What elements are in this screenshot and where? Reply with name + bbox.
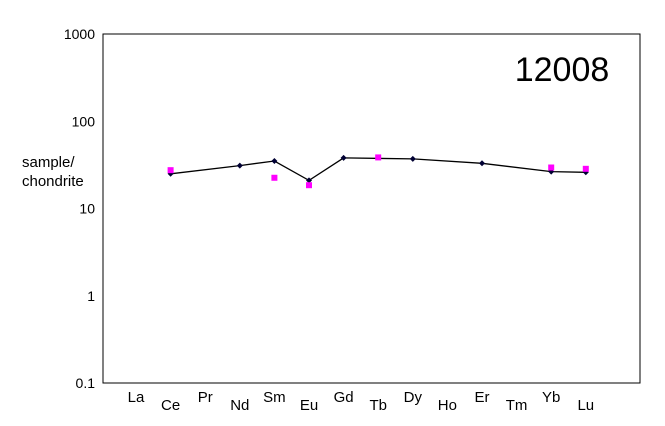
x-tick-label: Ce [161, 397, 180, 414]
y-tick-label: 0.1 [76, 375, 96, 391]
y-tick-label: 1000 [64, 26, 95, 42]
series-0 [167, 154, 589, 184]
data-point-diamond [479, 160, 485, 167]
data-point-square [167, 167, 174, 174]
series-layer [167, 154, 589, 189]
data-point-diamond [306, 177, 312, 184]
x-tick-label: Lu [577, 397, 594, 414]
y-axis-label: sample/ chondrite [22, 154, 84, 190]
data-point-square [271, 174, 278, 181]
x-tick-label: Tb [369, 397, 387, 414]
plot-area [102, 33, 641, 384]
series-1 [167, 154, 589, 189]
data-point-diamond [340, 154, 347, 161]
x-tick-label: Er [475, 389, 490, 406]
x-tick-label: Sm [263, 389, 286, 406]
data-point-square [582, 165, 589, 172]
x-tick-label: Pr [198, 389, 213, 406]
data-point-diamond [236, 162, 243, 169]
plot-frame [102, 33, 641, 384]
y-tick-label: 1 [87, 288, 95, 304]
data-point-square [306, 182, 312, 189]
x-tick-label: Yb [542, 389, 560, 406]
x-tick-label: Dy [404, 389, 423, 406]
x-tick-label: La [128, 389, 145, 406]
x-tick-label: Ho [438, 397, 457, 414]
data-point-diamond [409, 155, 416, 162]
x-tick-label: Nd [230, 397, 249, 414]
y-axis-label-line-2: chondrite [22, 173, 84, 190]
x-tick-label: Gd [334, 389, 354, 406]
data-point-diamond [271, 158, 278, 165]
y-tick-labels: 0.1 1 10 100 1000 [64, 26, 95, 391]
chart-title: 12008 [515, 51, 610, 89]
y-axis-label-line-1: sample/ [22, 154, 75, 171]
series-line [170, 157, 586, 182]
y-tick-label: 100 [72, 113, 96, 129]
y-tick-label: 10 [79, 201, 95, 217]
x-tick-label: Tm [506, 397, 528, 414]
x-tick-labels: La Ce Pr Nd Sm Eu Gd Tb Dy Ho Er Tm Yb Lu [128, 389, 594, 414]
data-point-square [548, 164, 555, 171]
data-point-square [375, 154, 382, 161]
x-tick-label: Eu [300, 397, 318, 414]
